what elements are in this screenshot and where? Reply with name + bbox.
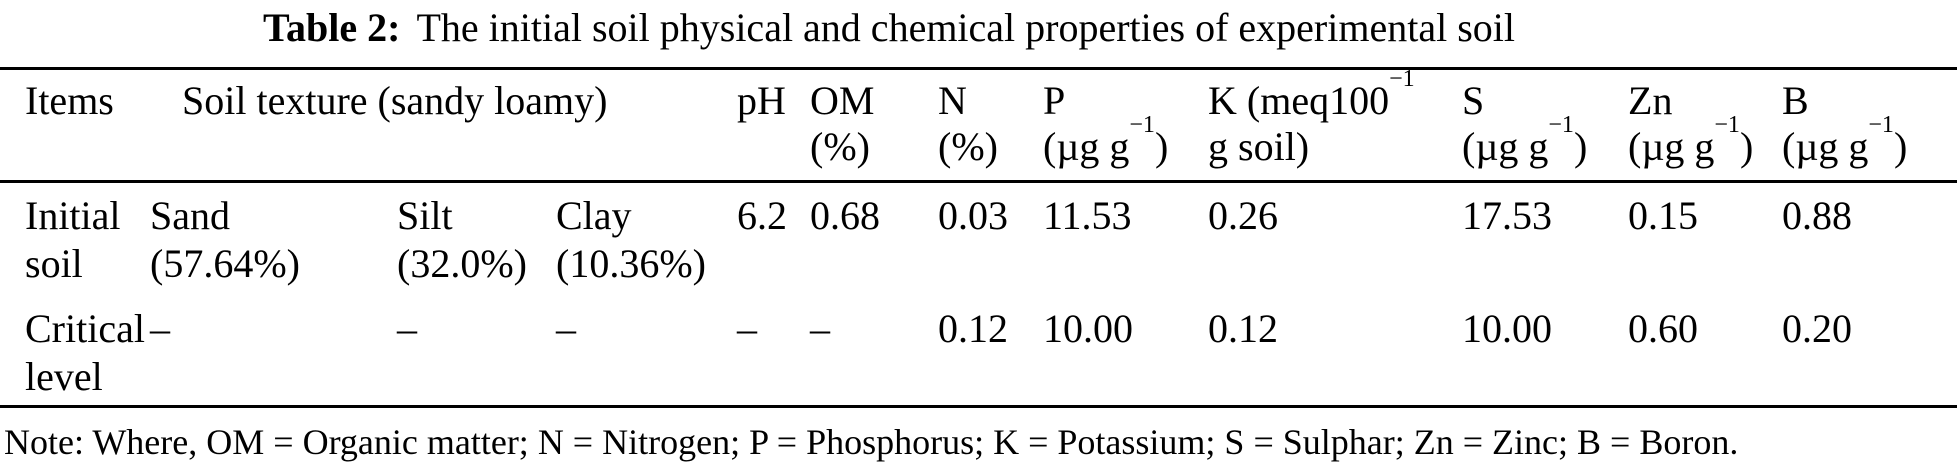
table-cell-clay: Clay (10.36%) bbox=[556, 193, 706, 286]
header-row: Items Soil texture (sandy loamy) pH OM (… bbox=[0, 66, 1957, 182]
table-cell-n: 0.03 bbox=[938, 193, 1009, 238]
column-header-s: S (µg g−1) bbox=[1462, 78, 1588, 169]
column-header-om: OM (%) bbox=[810, 78, 875, 169]
table-cell-ph: – bbox=[737, 306, 758, 351]
table-footnote: Note: Where, OM = Organic matter; N = Ni… bbox=[4, 422, 1739, 462]
column-header-k: K (meq100−1 g soil) bbox=[1208, 66, 1415, 169]
table-cell-ph: 6.2 bbox=[737, 193, 788, 238]
column-header-zn: Zn (µg g−1) bbox=[1628, 78, 1754, 169]
table-cell-silt: – bbox=[397, 306, 417, 351]
table-cell-s: 17.53 bbox=[1462, 193, 1553, 238]
table-cell-p: 11.53 bbox=[1043, 193, 1132, 238]
table-cell-k: 0.26 bbox=[1208, 193, 1279, 238]
table-cell-k: 0.12 bbox=[1208, 306, 1279, 351]
table-row-critical-level: Critical level – – – – – 0.12 10.00 0.12… bbox=[0, 296, 1957, 407]
row-label-critical-level: Critical level bbox=[25, 306, 145, 399]
table-cell-zn: 0.15 bbox=[1628, 193, 1699, 238]
table-cell-om: 0.68 bbox=[810, 193, 881, 238]
table-cell-sand: Sand (57.64%) bbox=[150, 193, 300, 286]
table-cell-s: 10.00 bbox=[1462, 306, 1553, 351]
table-row-initial-soil: Initial soil Sand (57.64%) Silt (32.0%) … bbox=[0, 182, 1957, 297]
table-cell-zn: 0.60 bbox=[1628, 306, 1699, 351]
table-cell-sand: – bbox=[150, 306, 170, 351]
table-caption-number: Table 2: bbox=[263, 5, 401, 50]
row-label-initial-soil: Initial soil bbox=[25, 193, 121, 286]
soil-properties-table: Items Soil texture (sandy loamy) pH OM (… bbox=[0, 67, 1957, 408]
table-caption-text: The initial soil physical and chemical p… bbox=[416, 5, 1516, 50]
table-cell-b: 0.20 bbox=[1782, 306, 1853, 351]
column-header-b: B (µg g−1) bbox=[1782, 78, 1908, 169]
table-cell-om: – bbox=[810, 306, 831, 351]
table-cell-b: 0.88 bbox=[1782, 193, 1853, 238]
column-header-n: N (%) bbox=[938, 78, 998, 169]
column-header-ph: pH bbox=[737, 78, 786, 123]
table-cell-p: 10.00 bbox=[1043, 306, 1134, 351]
table-caption: Table 2: The initial soil physical and ch… bbox=[263, 4, 1957, 52]
table-cell-n: 0.12 bbox=[938, 306, 1009, 351]
column-header-items: Items bbox=[25, 78, 114, 123]
table-cell-silt: Silt (32.0%) bbox=[397, 193, 527, 286]
table-cell-clay: – bbox=[556, 306, 576, 351]
column-header-p: P (µg g−1) bbox=[1043, 78, 1169, 169]
column-header-soil-texture: Soil texture (sandy loamy) bbox=[182, 78, 608, 123]
